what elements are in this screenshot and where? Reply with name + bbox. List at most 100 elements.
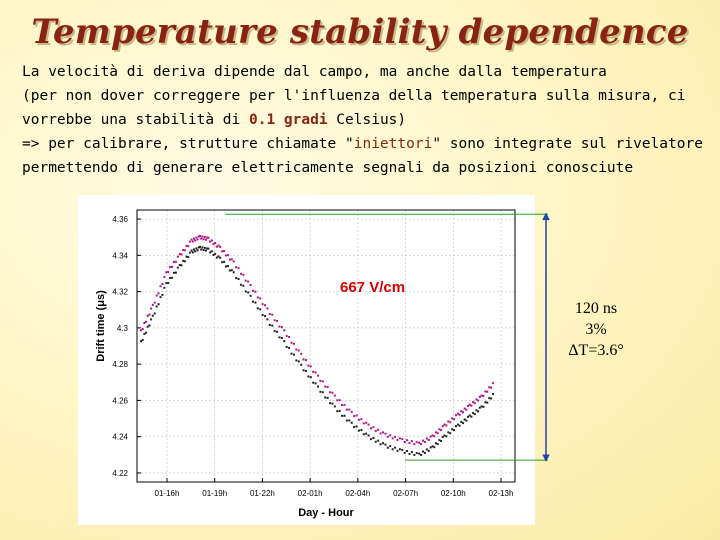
data-point [278,325,281,328]
data-point [467,404,470,407]
data-point [406,439,409,442]
data-point [486,390,489,393]
data-point [421,450,424,453]
data-point [321,391,324,394]
data-point [490,397,493,400]
data-point [195,236,198,239]
data-point [230,269,233,272]
data-point [273,330,276,333]
data-point [440,429,443,432]
text-line-3: vorrebbe una stabilità di 0.1 gradi Cels… [22,108,712,132]
data-point [362,422,365,425]
data-point [288,346,291,349]
data-point [447,431,450,434]
data-point [226,254,229,257]
data-point [490,386,493,389]
data-point [191,240,194,243]
data-point [445,424,448,427]
data-point [256,307,259,310]
x-tick-label: 02-01h [298,489,323,498]
data-point [336,410,339,413]
data-point [140,329,142,332]
data-point [215,245,218,248]
data-point [475,409,478,412]
y-tick-label: 4.28 [112,360,128,369]
data-point [295,348,298,351]
data-point [182,248,185,251]
data-point [472,401,475,404]
data-point [169,266,172,269]
data-point [232,271,235,274]
data-point [207,236,210,239]
x-tick-label: 01-16h [155,489,180,498]
data-point [401,448,404,451]
data-point [290,352,293,355]
data-point [343,414,346,417]
data-point [302,369,305,372]
data-point [467,415,470,418]
data-point [420,453,423,456]
data-point [475,398,478,401]
y-axis-ticks: 4.36 4.34 4.32 4.3 4.28 4.26 4.24 4.22 [112,215,141,478]
data-point [292,353,295,356]
data-point [297,360,300,363]
y-axis-label: Drift time (μs) [95,290,107,362]
data-point [151,303,154,306]
data-point [413,453,416,456]
data-point [276,330,279,333]
data-point [456,423,459,426]
data-point [215,256,218,259]
data-point [239,283,242,286]
data-point [449,421,452,424]
data-point [484,390,487,393]
data-point [345,419,348,422]
data-point [195,247,198,250]
data-point [343,403,346,406]
data-point [167,271,170,274]
data-point [205,249,208,252]
data-point [228,269,231,272]
data-point [194,239,197,242]
data-point [271,324,274,327]
data-point [183,260,186,263]
data-point [182,259,185,262]
data-point [247,280,250,283]
data-point [295,359,298,362]
data-point [145,331,148,334]
x-tick-label: 02-04h [345,489,370,498]
data-point [389,445,392,448]
data-point [362,433,365,436]
text-line-4-pre: => per calibrare, strutture chiamate " [22,136,354,152]
data-point [429,446,432,449]
body-text: La velocità di deriva dipende dal campo,… [22,60,712,180]
slide-title: Temperature stability dependence [31,12,689,52]
data-point [401,438,404,441]
data-point [465,419,468,422]
data-point [200,237,203,240]
data-point [408,442,411,445]
data-point [230,258,233,261]
data-point [403,441,406,444]
data-point [482,394,485,397]
data-point [314,371,317,374]
data-point [188,251,191,254]
data-point [161,282,164,285]
data-point [143,322,146,325]
y-tick-label: 4.26 [112,396,128,405]
x-axis-label: Day - Hour [298,507,354,519]
data-point [425,437,428,440]
data-point [431,445,434,448]
data-point [209,240,212,243]
data-point [348,419,351,422]
data-point [379,443,382,446]
annotation-delta-t: ΔT=3.6° [568,342,624,359]
data-point [391,448,394,451]
data-point [150,318,153,321]
data-point [436,443,439,446]
data-point [326,386,329,389]
data-point [420,443,423,446]
data-point [146,325,149,328]
data-point [341,414,344,417]
data-point [374,429,377,432]
